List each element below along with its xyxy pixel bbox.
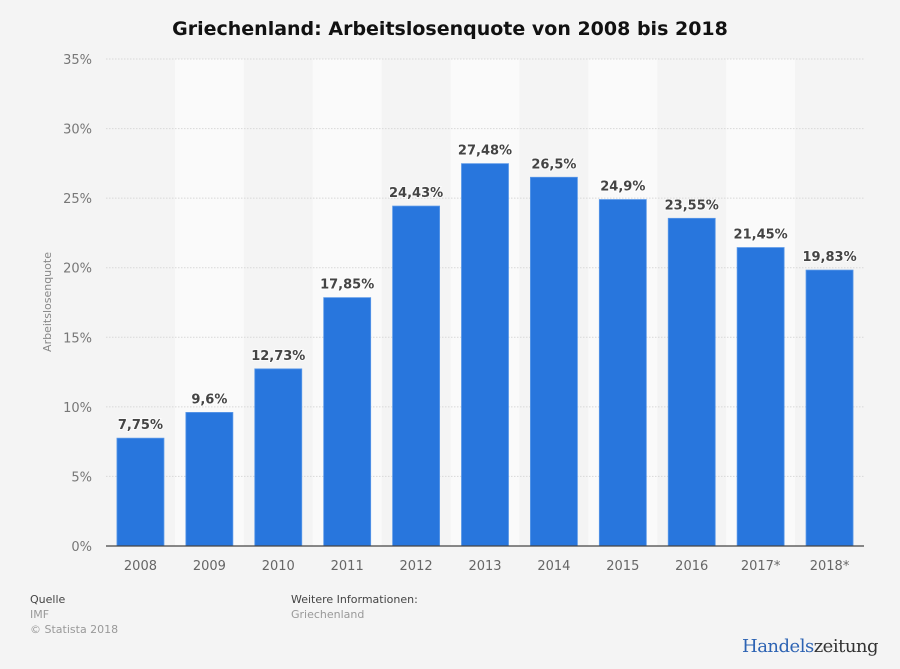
- bar-value-label: 7,75%: [118, 418, 163, 433]
- bar-value-label: 24,9%: [600, 180, 645, 195]
- bar-value-label: 27,48%: [458, 144, 512, 159]
- handelszeitung-logo[interactable]: Handelszeitung: [742, 636, 879, 657]
- more-info-value[interactable]: Griechenland: [291, 608, 365, 621]
- y-axis-ticks: 0% 5% 10% 15% 20% 25% 30% 35%: [63, 53, 92, 555]
- x-tick-label: 2009: [193, 559, 226, 574]
- x-tick-label: 2013: [468, 559, 501, 574]
- bar[interactable]: [323, 297, 372, 547]
- copyright: © Statista 2018: [30, 623, 119, 636]
- y-tick-label: 35%: [63, 53, 92, 68]
- x-tick-label: 2018*: [810, 559, 850, 574]
- chart-title: Griechenland: Arbeitslosenquote von 2008…: [172, 18, 728, 40]
- x-tick-label: 2017*: [741, 559, 781, 574]
- bar-value-label: 17,85%: [320, 278, 374, 293]
- x-tick-label: 2014: [537, 559, 570, 574]
- bar[interactable]: [667, 217, 716, 547]
- y-tick-label: 10%: [63, 401, 92, 416]
- source-heading: Quelle: [30, 593, 66, 606]
- x-tick-label: 2008: [124, 559, 157, 574]
- x-tick-label: 2016: [675, 559, 708, 574]
- x-tick-label: 2012: [400, 559, 433, 574]
- x-tick-label: 2011: [331, 559, 364, 574]
- y-tick-label: 0%: [71, 540, 92, 555]
- bar[interactable]: [736, 247, 785, 547]
- bar[interactable]: [185, 412, 234, 547]
- bar-value-label: 26,5%: [531, 157, 576, 172]
- bar[interactable]: [392, 205, 440, 547]
- bar-value-label: 23,55%: [665, 198, 719, 213]
- y-axis-label: Arbeitslosenquote: [41, 252, 54, 352]
- logo-part-2: zeitung: [813, 636, 879, 657]
- bar-value-label: 21,45%: [734, 228, 788, 243]
- bars: [116, 163, 854, 547]
- logo-part-1: Handels: [742, 636, 814, 657]
- y-tick-label: 20%: [63, 262, 92, 277]
- y-tick-label: 25%: [63, 192, 92, 207]
- y-tick-label: 30%: [63, 123, 92, 138]
- bar[interactable]: [530, 176, 578, 547]
- bar-value-label: 12,73%: [251, 349, 305, 364]
- y-tick-label: 5%: [71, 470, 92, 485]
- bar-value-label: 24,43%: [389, 186, 443, 201]
- bar[interactable]: [805, 269, 854, 547]
- y-tick-label: 15%: [63, 331, 92, 346]
- x-tick-label: 2015: [606, 559, 639, 574]
- bar[interactable]: [116, 437, 165, 547]
- bar-value-label: 9,6%: [191, 392, 227, 407]
- bar-value-label: 19,83%: [802, 250, 856, 265]
- source-value[interactable]: IMF: [30, 608, 50, 621]
- bar-value-labels: 7,75% 9,6% 12,73% 17,85% 24,43% 27,48% 26,5% 24…: [117, 143, 858, 435]
- more-info-heading: Weitere Informationen:: [291, 593, 418, 606]
- source-block: Quelle IMF © Statista 2018: [30, 592, 118, 637]
- x-axis-ticks: 2008 2009 2010 2011 2012 2013 2014 2015 2016 2017…: [124, 559, 850, 574]
- x-tick-label: 2010: [262, 559, 295, 574]
- more-info-block: Weitere Informationen: Griechenland: [291, 592, 418, 622]
- bar[interactable]: [254, 368, 303, 547]
- bar[interactable]: [461, 163, 509, 547]
- bar[interactable]: [598, 199, 647, 547]
